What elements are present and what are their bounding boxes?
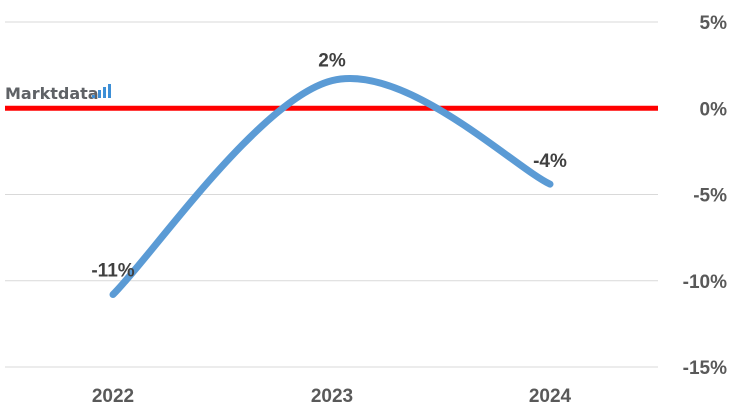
y-tick-label: -5% [693,186,727,207]
x-tick-label: 2022 [92,386,134,407]
y-axis: 5% 0% -5% -10% -15% [683,13,727,379]
gridlines [5,21,658,368]
data-label: -11% [91,261,134,282]
logo-text: Marktdata [5,84,99,103]
data-labels: -11% 2% -4% [91,51,567,282]
logo-bar-icon [108,84,111,98]
series [109,75,554,299]
y-tick-label: 0% [700,99,728,120]
x-tick-label: 2023 [311,386,353,407]
y-tick-label: -15% [683,358,727,379]
marktdata-logo: Marktdata [5,84,111,103]
y-tick-label: -10% [683,272,727,293]
data-label: -4% [533,151,567,172]
series-line [109,75,554,299]
x-axis: 2022 2023 2024 [92,386,572,407]
x-tick-label: 2024 [529,386,572,407]
data-label: 2% [318,51,346,72]
y-tick-label: 5% [700,13,728,34]
logo-bar-icon [98,90,101,98]
logo-dot [92,95,95,98]
logo-bar-icon [103,87,106,98]
